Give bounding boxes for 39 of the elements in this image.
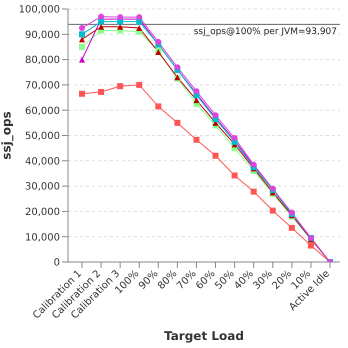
point [79,44,85,50]
point [98,88,104,95]
point [288,224,295,231]
point [174,64,180,70]
point [79,56,85,63]
y-tick-label: 60,000 [25,106,60,117]
point [250,188,257,195]
ref-line-label: ssj_ops@100% per JVM=93,907 [194,26,337,37]
y-tick-label: 70,000 [25,80,60,92]
x-axis-title: Target Load [164,329,244,343]
y-tick-label: 90,000 [25,30,60,41]
point [136,82,142,88]
point [117,83,124,90]
y-tick-label: 80,000 [25,55,60,66]
y-tick-label: 40,000 [25,156,60,168]
point [270,208,276,214]
point [155,103,162,110]
point [174,120,180,126]
point [193,88,200,94]
y-tick-label: 20,000 [25,206,60,218]
y-axis-title: ssj_ops [0,111,14,160]
point [212,152,219,159]
point [193,136,200,143]
point [79,31,85,38]
point [232,135,238,142]
point [136,24,142,31]
point [155,38,162,45]
point [308,242,314,249]
point [79,90,85,97]
point [98,18,104,25]
y-tick-label: 50,000 [25,131,60,142]
point [212,112,219,118]
y-tick-label: 0 [54,258,60,269]
y-tick-label: 30,000 [25,182,60,193]
point [79,24,85,31]
y-tick-label: 100,000 [18,4,60,16]
point [98,14,104,20]
point [232,172,238,178]
y-tick-label: 10,000 [25,232,60,244]
